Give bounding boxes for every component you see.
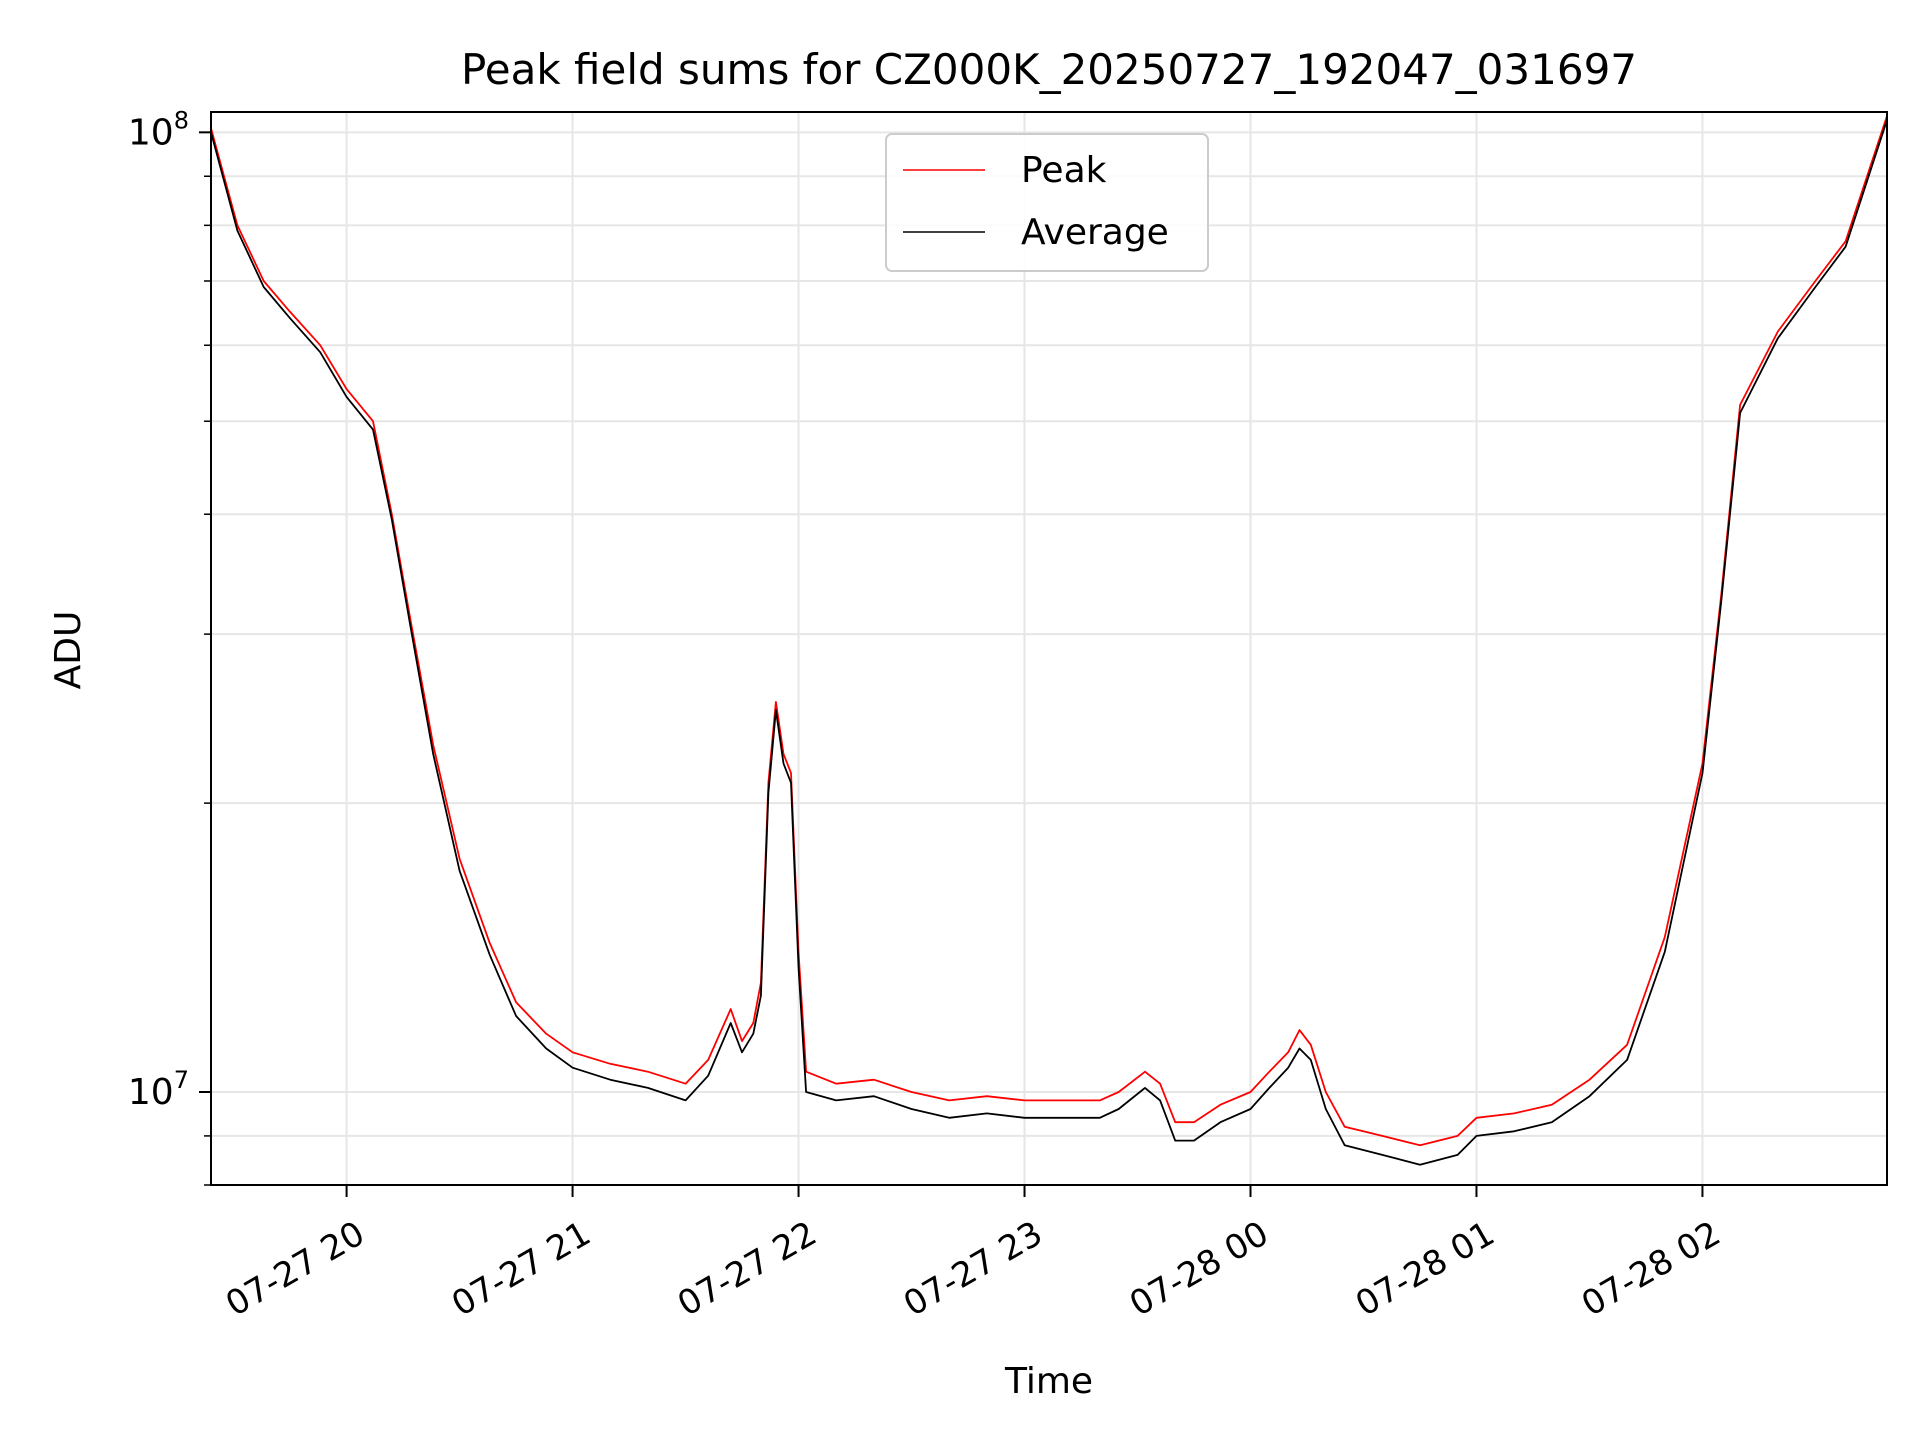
series-layer xyxy=(210,115,1888,1166)
series-line-peak xyxy=(210,115,1888,1147)
chart-title: Peak field sums for CZ000K_20250727_1920… xyxy=(461,45,1637,94)
y-tick-label: 108 xyxy=(128,106,189,153)
legend-label-peak: Peak xyxy=(1021,150,1107,191)
y-axis-label: ADU xyxy=(48,611,89,690)
legend-label-average: Average xyxy=(1021,212,1169,253)
legend-box xyxy=(885,133,1209,272)
y-tick-label: 107 xyxy=(128,1066,189,1113)
series-line-average xyxy=(210,119,1888,1166)
x-axis-label: Time xyxy=(1004,1361,1093,1402)
plot-frame xyxy=(210,111,1888,1186)
legend: Peak Average xyxy=(885,133,1209,272)
